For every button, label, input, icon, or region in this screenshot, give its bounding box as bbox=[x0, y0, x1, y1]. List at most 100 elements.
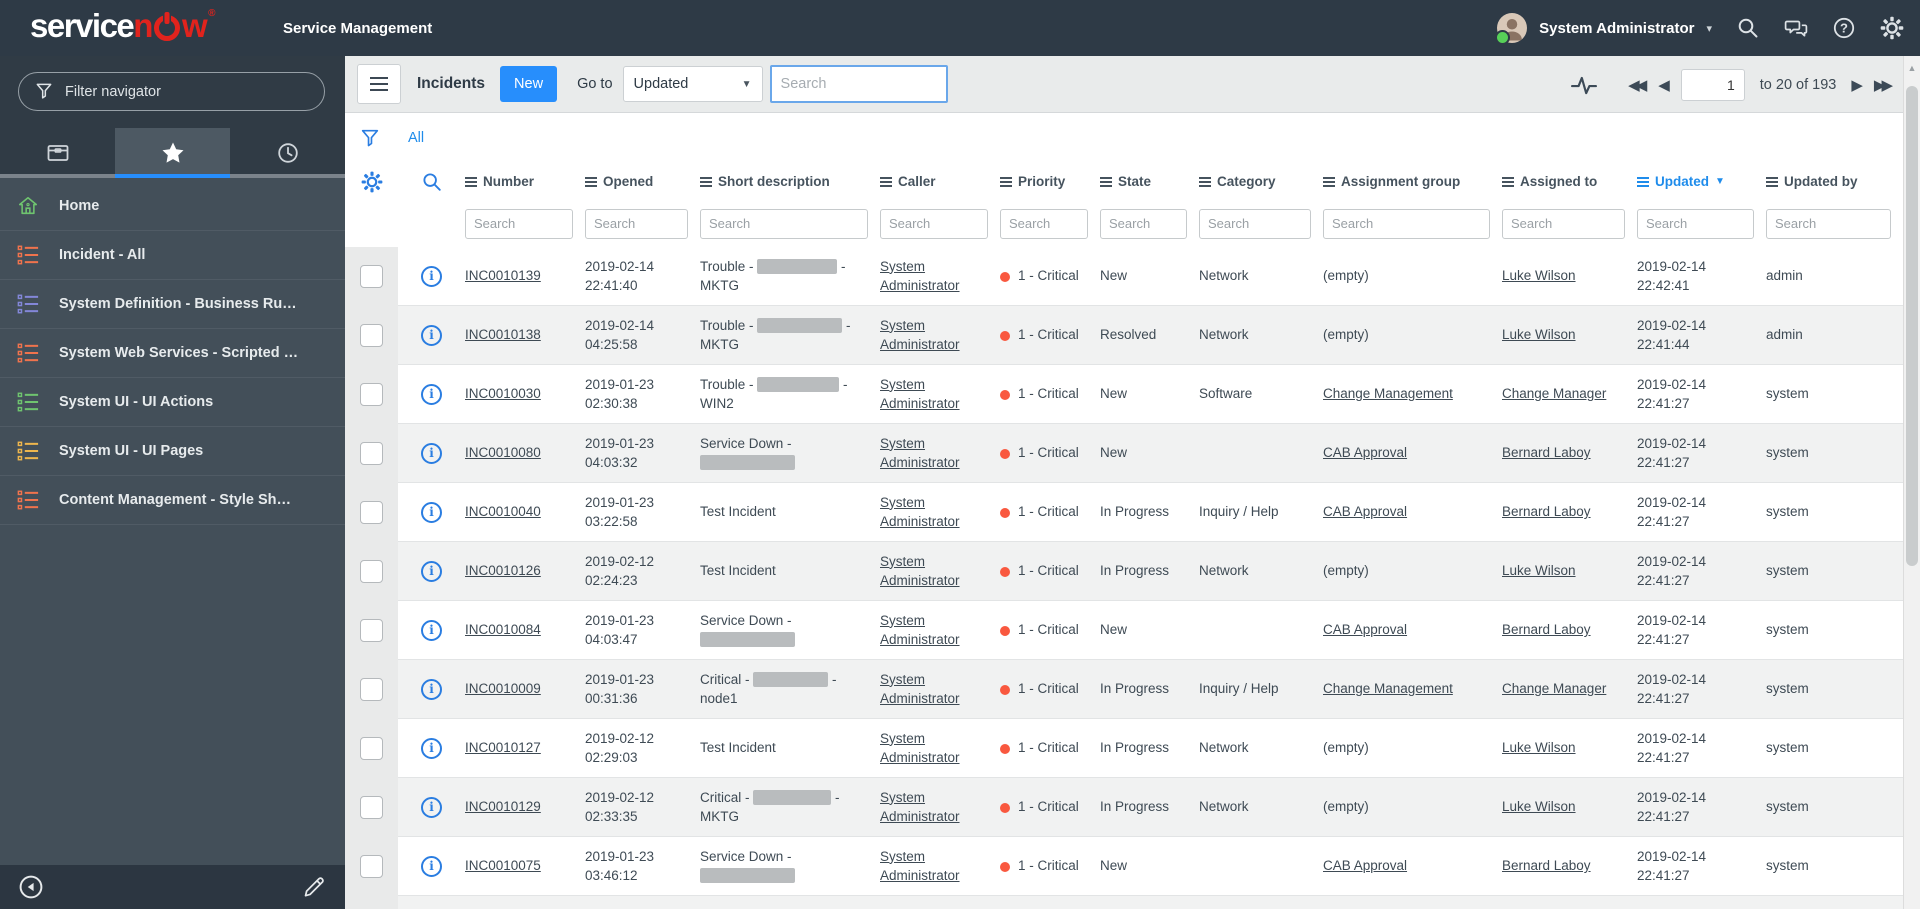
assignment-group-link[interactable]: Change Management bbox=[1323, 681, 1453, 697]
incident-number-link[interactable]: INC0010009 bbox=[465, 681, 541, 697]
column-search-input-updated-by[interactable] bbox=[1766, 208, 1891, 239]
column-header-number[interactable]: Number bbox=[465, 174, 585, 189]
column-search-input-assigned-to[interactable] bbox=[1502, 208, 1625, 239]
assigned-to-link[interactable]: Luke Wilson bbox=[1502, 563, 1576, 579]
row-checkbox[interactable] bbox=[360, 265, 383, 288]
prev-page-button[interactable]: ◀ bbox=[1658, 76, 1669, 94]
row-checkbox[interactable] bbox=[360, 324, 383, 347]
info-icon[interactable]: i bbox=[421, 738, 442, 759]
row-checkbox[interactable] bbox=[360, 501, 383, 524]
info-icon[interactable]: i bbox=[421, 679, 442, 700]
caller-link[interactable]: System Administrator bbox=[880, 848, 960, 883]
page-number-input[interactable] bbox=[1680, 68, 1745, 101]
info-icon[interactable]: i bbox=[421, 384, 442, 405]
column-search-input-caller[interactable] bbox=[880, 208, 988, 239]
info-icon[interactable]: i bbox=[421, 266, 442, 287]
table-row[interactable]: i INC0010084 2019-01-23 04:03:47 Service Do… bbox=[345, 601, 1903, 660]
column-search-input-state[interactable] bbox=[1100, 208, 1187, 239]
caller-link[interactable]: System Administrator bbox=[880, 907, 990, 909]
incident-number-link[interactable]: INC0010127 bbox=[465, 740, 541, 756]
table-row[interactable]: i INC0010009 2019-01-23 00:31:36 Critical -… bbox=[345, 660, 1903, 719]
column-search-input-assignment-group[interactable] bbox=[1323, 208, 1490, 239]
scroll-up-icon[interactable]: ▲ bbox=[1907, 63, 1917, 73]
caller-link[interactable]: System Administrator bbox=[880, 612, 960, 647]
column-search-input-updated[interactable] bbox=[1637, 208, 1754, 239]
caller-link[interactable]: System Administrator bbox=[880, 671, 960, 706]
table-row[interactable]: i INC0010030 2019-01-23 02:30:38 Trouble - … bbox=[345, 365, 1903, 424]
caller-link[interactable]: System Administrator bbox=[880, 494, 960, 529]
info-icon[interactable]: i bbox=[421, 443, 442, 464]
next-page-button[interactable]: ▶ bbox=[1851, 76, 1862, 94]
sidebar-item-system-ui-ui-actions[interactable]: System UI - UI Actions bbox=[0, 378, 345, 427]
incident-number-link[interactable]: INC0010075 bbox=[465, 858, 541, 874]
column-header-priority[interactable]: Priority bbox=[1000, 174, 1100, 189]
table-row[interactable]: i INC0010127 2019-02-12 02:29:03 Test Incid… bbox=[345, 719, 1903, 778]
assigned-to-link[interactable]: Change Manager bbox=[1502, 386, 1607, 402]
sidebar-item-incident-all[interactable]: Incident - All bbox=[0, 231, 345, 280]
caller-link[interactable]: System Administrator bbox=[880, 376, 960, 411]
incident-number-link[interactable]: INC0010084 bbox=[465, 622, 541, 638]
row-checkbox[interactable] bbox=[360, 678, 383, 701]
incident-number-link[interactable]: INC0010139 bbox=[465, 268, 541, 284]
pulse-icon[interactable] bbox=[1571, 72, 1597, 98]
info-icon[interactable]: i bbox=[421, 620, 442, 641]
incident-number-link[interactable]: INC0010126 bbox=[465, 563, 541, 579]
column-search-input-number[interactable] bbox=[465, 208, 573, 239]
column-search-input-opened[interactable] bbox=[585, 208, 688, 239]
sidebar-item-content-management-style-sh[interactable]: Content Management - Style Sh… bbox=[0, 476, 345, 525]
assigned-to-link[interactable]: Luke Wilson bbox=[1502, 268, 1576, 284]
table-row[interactable]: i INC0010040 2019-01-23 03:22:58 Test Incid… bbox=[345, 483, 1903, 542]
assigned-to-link[interactable]: Bernard Laboy bbox=[1502, 504, 1591, 520]
caller-link[interactable]: System Administrator bbox=[880, 789, 960, 824]
assigned-to-link[interactable]: Luke Wilson bbox=[1502, 327, 1576, 343]
incident-number-link[interactable]: INC0010080 bbox=[465, 445, 541, 461]
assigned-to-link[interactable]: Change Manager bbox=[1502, 681, 1607, 697]
column-search-input-priority[interactable] bbox=[1000, 208, 1088, 239]
sidebar-item-system-ui-ui-pages[interactable]: System UI - UI Pages bbox=[0, 427, 345, 476]
assignment-group-link[interactable]: CAB Approval bbox=[1323, 622, 1408, 638]
assigned-to-link[interactable]: Bernard Laboy bbox=[1502, 445, 1591, 461]
row-checkbox[interactable] bbox=[360, 737, 383, 760]
column-header-updated-by[interactable]: Updated by bbox=[1766, 174, 1903, 189]
column-search-input-short-description[interactable] bbox=[700, 208, 868, 239]
vertical-scrollbar[interactable]: ▲ bbox=[1903, 56, 1920, 909]
table-row[interactable]: i INC0010126 2019-02-12 02:24:23 Test Incid… bbox=[345, 542, 1903, 601]
assignment-group-link[interactable]: CAB Approval bbox=[1323, 504, 1408, 520]
info-icon[interactable]: i bbox=[421, 856, 442, 877]
sidebar-item-system-web-services-scripted[interactable]: System Web Services - Scripted … bbox=[0, 329, 345, 378]
assignment-group-link[interactable]: Change Management bbox=[1323, 386, 1453, 402]
collapse-sidebar-icon[interactable] bbox=[18, 874, 44, 900]
tab-history[interactable] bbox=[230, 128, 345, 178]
sidebar-item-home[interactable]: Home bbox=[0, 182, 345, 231]
servicenow-logo[interactable]: service n w ® bbox=[30, 9, 215, 43]
incident-number-link[interactable]: INC0010040 bbox=[465, 504, 541, 520]
caller-link[interactable]: System Administrator bbox=[880, 553, 960, 588]
table-row[interactable]: i INC0010138 2019-02-14 04:25:58 Trouble - … bbox=[345, 306, 1903, 365]
column-header-updated[interactable]: Updated ▼ bbox=[1637, 174, 1766, 189]
user-menu[interactable]: System Administrator ▾ bbox=[1495, 13, 1712, 45]
incident-number-link[interactable]: INC0010129 bbox=[465, 799, 541, 815]
scrollbar-thumb[interactable] bbox=[1906, 86, 1918, 566]
column-header-assignment-group[interactable]: Assignment group bbox=[1323, 174, 1502, 189]
list-search-toggle[interactable] bbox=[398, 171, 465, 193]
global-search-icon[interactable] bbox=[1736, 16, 1760, 40]
chat-icon[interactable] bbox=[1784, 16, 1808, 40]
assignment-group-link[interactable]: CAB Approval bbox=[1323, 445, 1408, 461]
assigned-to-link[interactable]: Bernard Laboy bbox=[1502, 858, 1591, 874]
assignment-group-link[interactable]: CAB Approval bbox=[1323, 858, 1408, 874]
column-search-input-category[interactable] bbox=[1199, 208, 1311, 239]
assigned-to-link[interactable]: Luke Wilson bbox=[1502, 799, 1576, 815]
incident-number-link[interactable]: INC0010138 bbox=[465, 327, 541, 343]
goto-search-input[interactable] bbox=[769, 65, 948, 103]
sidebar-item-system-definition-business-ru[interactable]: System Definition - Business Ru… bbox=[0, 280, 345, 329]
table-row[interactable]: i INC0010080 2019-01-23 04:03:32 Service Do… bbox=[345, 424, 1903, 483]
table-row[interactable]: i INC0010129 2019-02-12 02:33:35 Critical -… bbox=[345, 778, 1903, 837]
row-checkbox[interactable] bbox=[360, 619, 383, 642]
tab-all-applications[interactable] bbox=[0, 128, 115, 178]
goto-column-select[interactable]: Updated ▼ bbox=[622, 66, 763, 102]
column-header-opened[interactable]: Opened bbox=[585, 174, 700, 189]
column-header-caller[interactable]: Caller bbox=[880, 174, 1000, 189]
column-header-assigned-to[interactable]: Assigned to bbox=[1502, 174, 1637, 189]
assigned-to-link[interactable]: Bernard Laboy bbox=[1502, 622, 1591, 638]
assigned-to-link[interactable]: Luke Wilson bbox=[1502, 740, 1576, 756]
